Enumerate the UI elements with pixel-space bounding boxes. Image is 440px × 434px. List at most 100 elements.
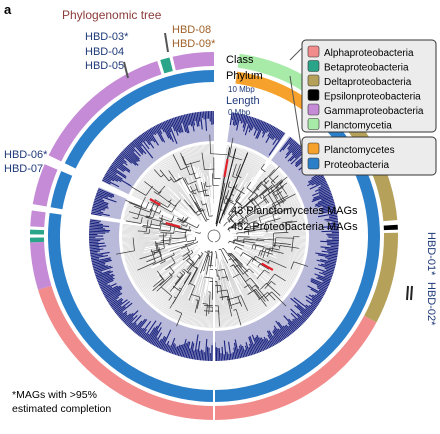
hbd-label: HBD-02*: [425, 282, 437, 326]
hbd-marker: [407, 286, 408, 300]
hbd-label: HBD-01*: [425, 232, 437, 276]
footnote-line-1: *MAGs with >95%: [12, 389, 97, 401]
hbd-label: HBD-06*: [4, 149, 48, 161]
hbd-label: HBD-05: [85, 60, 124, 72]
tree-internal-branch: [234, 246, 236, 249]
tree-internal-branch: [181, 242, 197, 248]
legend-swatch: [308, 75, 319, 86]
tree-leaf-branch: [128, 205, 158, 216]
hbd-labels-top-left: HBD-03* HBD-04 HBD-05: [85, 31, 129, 72]
legend-label: Epsilonproteobacteria: [324, 92, 421, 103]
legend-label: Planctomycetia: [324, 121, 392, 132]
legend-label: Gammaproteobacteria: [324, 106, 424, 117]
class-track-label: Class: [226, 54, 254, 66]
legend-swatch: [308, 104, 319, 115]
length-max-label: 10 Mbp: [228, 85, 255, 94]
tree-leaf-branch: [248, 254, 295, 278]
class-ring-segment: [384, 225, 398, 230]
legend-label: Planctomycetes: [324, 145, 395, 156]
class-ring-segment: [30, 242, 51, 290]
tree-internal-branch: [263, 249, 266, 258]
hbd-label: HBD-04: [85, 46, 124, 58]
class-ring-segment: [173, 52, 214, 70]
tree-internal-branch: [184, 221, 198, 228]
tree-internal-branch: [143, 225, 151, 226]
tree-internal-branch: [209, 216, 213, 217]
length-bar: [327, 243, 339, 244]
tree-leaf-branch: [264, 235, 306, 236]
length-bar: [89, 245, 98, 246]
tree-internal-branch: [187, 240, 196, 242]
tree-leaf-branch: [211, 144, 212, 169]
tree-internal-branch: [236, 246, 242, 249]
length-bar: [219, 348, 220, 361]
tree-internal-branch: [183, 269, 190, 274]
tree-internal-branch: [162, 220, 163, 222]
tree-internal-branch: [181, 226, 182, 228]
legend-label: Proteobacteria: [324, 160, 389, 171]
tree-leaf-branch: [193, 146, 198, 166]
tree-leaf-branch: [122, 235, 189, 236]
tree-internal-branch: [219, 311, 220, 326]
tree-internal-branch: [201, 252, 203, 253]
tree-internal-branch: [186, 224, 187, 226]
length-bar: [331, 246, 339, 247]
tree-internal-branch: [197, 225, 199, 228]
hbd-labels-right: HBD-01* HBD-02*: [425, 232, 437, 326]
hbd-marker: [165, 33, 168, 52]
legend-swatch: [308, 90, 319, 101]
tree-internal-branch: [172, 238, 185, 239]
length-bar: [89, 231, 109, 232]
hbd-label: HBD-08: [172, 24, 211, 36]
class-ring-segment: [30, 230, 44, 235]
class-ring-segment: [30, 237, 44, 242]
tree-leaf-branch: [184, 149, 199, 194]
tree-leaf-branch: [123, 225, 161, 229]
length-bar: [204, 111, 205, 119]
center-text-proteobacteria: 432 Proteobacteria MAGs: [231, 221, 358, 233]
tree-internal-branch: [183, 178, 190, 192]
tree-internal-branch: [261, 169, 265, 172]
tree-internal-branch: [203, 204, 206, 205]
legend-swatch: [308, 158, 319, 169]
tree-internal-branch: [206, 203, 209, 216]
tree-leaf-branch: [122, 234, 155, 235]
tree-internal-branch: [191, 191, 201, 210]
hbd-label: HBD-09*: [172, 38, 216, 50]
panel-letter: a: [4, 2, 12, 17]
footnote-line-2: estimated completion: [12, 403, 111, 415]
length-track-label: Length: [226, 95, 260, 107]
length-bar: [229, 354, 230, 360]
hbd-labels-top-right: HBD-08 HBD-09*: [172, 24, 216, 50]
hbd-label: HBD-07: [4, 163, 43, 175]
tree-leaf-branch: [200, 145, 211, 218]
tree-internal-branch: [198, 254, 200, 256]
tree-internal-branch: [170, 238, 171, 243]
hbd-label: HBD-03*: [85, 31, 129, 43]
phylum-track-label: Phylum: [226, 70, 263, 82]
tree-internal-branch: [256, 245, 264, 247]
legend-swatch: [308, 119, 319, 130]
length-min-label: 0 Mbp: [228, 108, 251, 117]
length-bar: [209, 348, 210, 361]
tree-leaf-branch: [122, 237, 166, 238]
length-bar: [202, 112, 203, 118]
legend-connector: [290, 48, 302, 60]
tree-internal-branch: [195, 232, 200, 233]
tree-internal-branch: [160, 210, 161, 213]
tree-internal-branch: [229, 241, 230, 243]
tree-internal-branch: [233, 309, 236, 310]
legend-swatch: [308, 46, 319, 57]
tree-internal-branch: [224, 222, 228, 226]
tree-leaf-branch: [203, 145, 211, 212]
tree-internal-branch: [138, 231, 146, 232]
length-bar: [204, 352, 205, 360]
tree-internal-branch: [204, 277, 213, 278]
legend-swatch: [308, 143, 319, 154]
legend-label: Alphaproteobacteria: [324, 48, 414, 59]
tree-internal-branch: [175, 231, 186, 232]
tree-internal-branch: [211, 154, 228, 155]
tree-internal-branch: [219, 249, 221, 250]
center-text-planctomycetes: 43 Planctomycetes MAGs: [231, 205, 358, 217]
